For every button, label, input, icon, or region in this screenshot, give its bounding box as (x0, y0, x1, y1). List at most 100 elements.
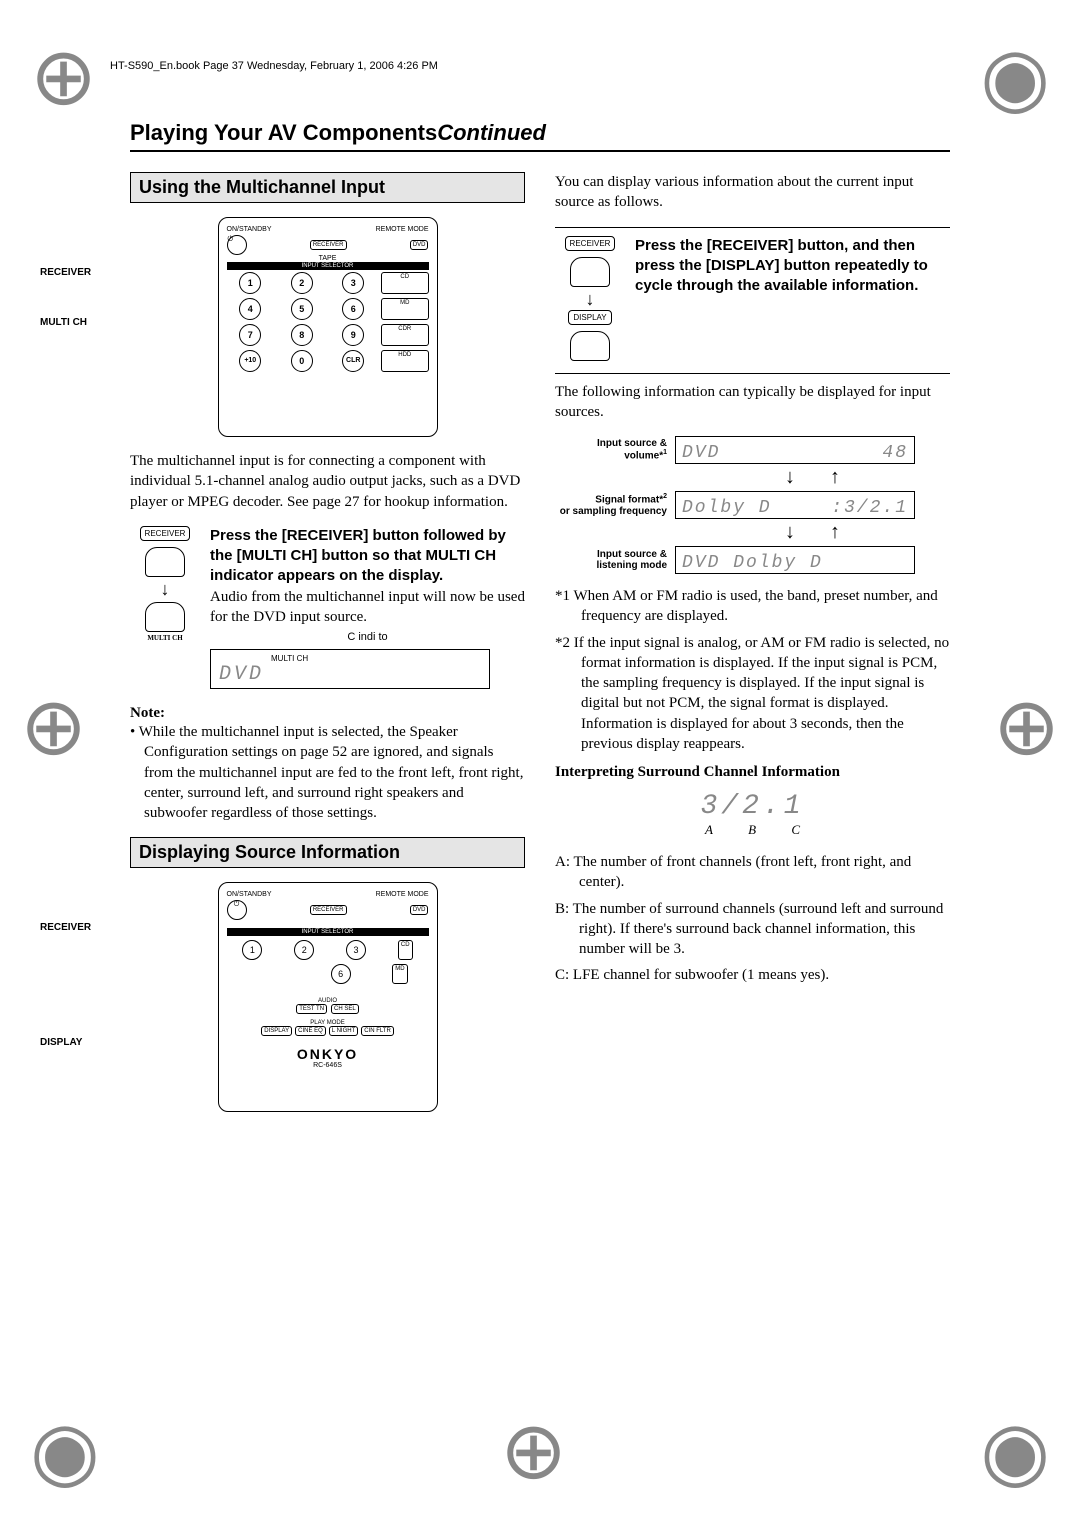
channel-figure: 3/2.1 A B C (555, 791, 950, 838)
dvd-mode-btn2: DVD (410, 905, 429, 915)
cineq-btn: CINE EQ (295, 1026, 326, 1036)
info-display-2: Dolby D :3/2.1 (675, 491, 915, 519)
step-text: Press the [RECEIVER] button followed by … (210, 526, 525, 695)
power-icon2: ⏻ (227, 900, 247, 920)
reg-mark-tl: ⊕ (30, 30, 97, 124)
divider-2 (555, 373, 950, 374)
reg-mark-mb: ⊕ (500, 1404, 567, 1498)
abc-b: B: The number of surround channels (surr… (555, 899, 950, 960)
cd-side2: CD (398, 940, 413, 960)
md-side: MD (381, 298, 429, 320)
divider-1 (555, 227, 950, 228)
page-content: Playing Your AV ComponentsContinued Usin… (130, 120, 950, 1126)
seg-dolby: Dolby D (682, 498, 772, 518)
reg-mark-tr: ◉ (980, 30, 1050, 124)
section-displaying: Displaying Source Information (130, 837, 525, 868)
display-text-dvd: DVD (219, 663, 264, 686)
receiver-btn-icon2: RECEIVER (565, 236, 616, 251)
info-label-1: Input source & volume*1 (555, 438, 675, 461)
label-receiver: RECEIVER (40, 267, 91, 278)
cinfltr-btn: CIN FLTR (361, 1026, 394, 1036)
info-row-1: Input source & volume*1 DVD 48 (555, 436, 950, 464)
book-header-line: HT-S590_En.book Page 37 Wednesday, Febru… (110, 60, 438, 72)
step-display: RECEIVER ↓ DISPLAY Press the [RECEIVER] … (555, 236, 950, 363)
btn-clr: CLR (342, 350, 364, 372)
tape-label: TAPE (227, 255, 429, 262)
title-continued: Continued (437, 120, 546, 145)
info-label-3: Input source & listening mode (555, 549, 675, 571)
cdr-side: CDR (381, 324, 429, 346)
btn-5: 5 (291, 298, 313, 320)
right-intro: You can display various information abou… (555, 172, 950, 213)
hand-icon-4 (570, 331, 610, 361)
arrows-2: ↓ ↑ (555, 521, 950, 544)
ch-c: C (791, 822, 800, 837)
note-text: • While the multichannel input is select… (130, 722, 525, 823)
btn2-2: 2 (294, 940, 314, 960)
right-column: You can display various information abou… (555, 172, 950, 1126)
model-no: RC-646S (227, 1062, 429, 1069)
hand-icon-3 (570, 257, 610, 287)
multichannel-description: The multichannel input is for connecting… (130, 451, 525, 512)
display-small-label: MULTI CH (271, 654, 308, 663)
info-row-2: Signal format*2 or sampling frequency Do… (555, 491, 950, 519)
ch-a: A (705, 822, 713, 837)
seg-dvd: DVD (682, 443, 720, 463)
btn-7: 7 (239, 324, 261, 346)
btn-8: 8 (291, 324, 313, 346)
step-icons: RECEIVER ↓ MULTI CH (130, 526, 200, 695)
reg-mark-ml: ⊕ (20, 680, 87, 774)
ch-b: B (748, 822, 756, 837)
seg-321: :3/2.1 (831, 498, 908, 518)
info-row-3: Input source & listening mode DVD Dolby … (555, 546, 950, 574)
btn-0: 0 (291, 350, 313, 372)
cd-side: CD (381, 272, 429, 294)
dvd-mode-btn: DVD (410, 240, 429, 250)
right-para2: The following information can typically … (555, 382, 950, 423)
display-instruction: Press the [RECEIVER] button, and then pr… (635, 236, 950, 363)
onkyo-logo: ONKYO (227, 1046, 429, 1062)
display-btn: DISPLAY (261, 1026, 292, 1036)
btn-4: 4 (239, 298, 261, 320)
lnight-btn: L NIGHT (329, 1026, 358, 1036)
seg-48: 48 (882, 443, 908, 463)
btn2-3: 3 (346, 940, 366, 960)
info-label-2: Signal format*2 or sampling frequency (555, 493, 675, 516)
label2-receiver: RECEIVER (40, 922, 91, 933)
btn-1: 1 (239, 272, 261, 294)
btn2-6: 6 (331, 964, 351, 984)
hdd-side: HDD (381, 350, 429, 372)
display-multich: MULTI CH DVD (210, 649, 490, 689)
hand-icon-1 (145, 547, 185, 577)
label-multich: MULTI CH (40, 317, 87, 328)
onstandby-label2: ON/STANDBY (227, 891, 272, 898)
btn-3: 3 (342, 272, 364, 294)
chsel-btn: CH SEL (331, 1004, 359, 1014)
label2-display: DISPLAY (40, 1037, 82, 1048)
remotemode-label: REMOTE MODE (376, 226, 429, 233)
step-multichannel: RECEIVER ↓ MULTI CH Press the [RECEIVER]… (130, 526, 525, 695)
info-display-3: DVD Dolby D (675, 546, 915, 574)
arrow-down-icon: ↓ (130, 579, 200, 600)
note-heading: Note: (130, 705, 525, 722)
multich-btn-label: MULTI CH (130, 634, 200, 642)
remote-diagram-2: ON/STANDBY REMOTE MODE ⏻ RECEIVER DVD IN… (218, 882, 438, 1112)
btn-6: 6 (342, 298, 364, 320)
btn-9: 9 (342, 324, 364, 346)
indicator-label: C indi to (210, 631, 525, 643)
receiver-btn-icon: RECEIVER (140, 526, 191, 541)
display-btn-icon: DISPLAY (568, 310, 611, 325)
arrows-1: ↓ ↑ (555, 466, 950, 489)
input-selector-label2: INPUT SELECTOR (227, 928, 429, 936)
reg-mark-mr: ⊕ (993, 680, 1060, 774)
info-display-1: DVD 48 (675, 436, 915, 464)
page-title: Playing Your AV ComponentsContinued (130, 120, 950, 146)
reg-mark-bl: ◉ (30, 1404, 100, 1498)
onstandby-label: ON/STANDBY (227, 226, 272, 233)
arrow-down-icon2: ↓ (555, 289, 625, 310)
btn2-1: 1 (242, 940, 262, 960)
two-columns: Using the Multichannel Input RECEIVER MU… (130, 172, 950, 1126)
step-display-icons: RECEIVER ↓ DISPLAY (555, 236, 625, 363)
channel-display: 3/2.1 (555, 791, 950, 822)
btn-plus10: +10 (239, 350, 261, 372)
